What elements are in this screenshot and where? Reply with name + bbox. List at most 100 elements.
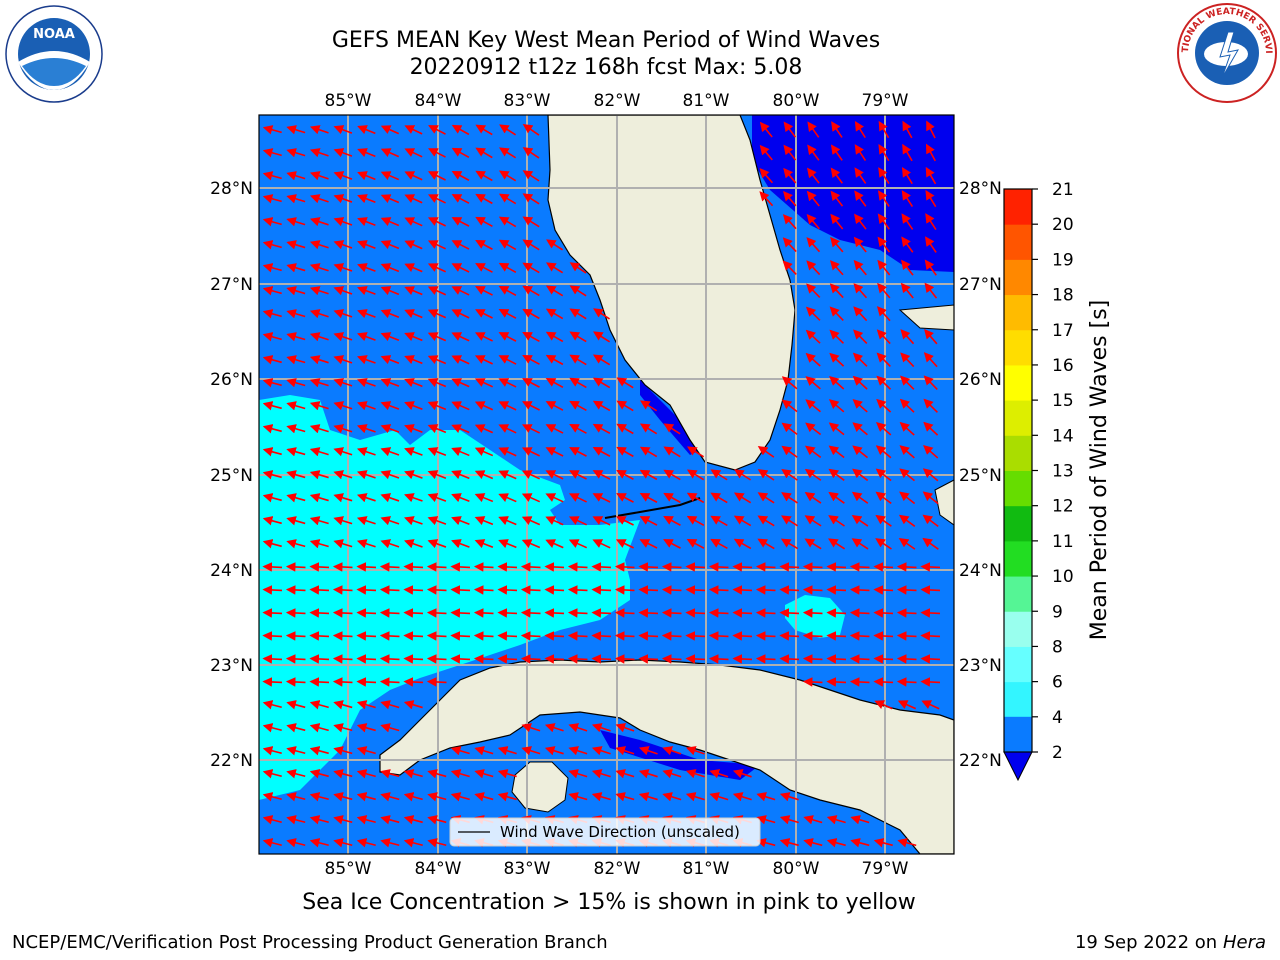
wind-arrow — [474, 401, 494, 411]
wind-arrow — [475, 216, 493, 228]
wind-arrow — [592, 377, 611, 389]
wind-arrow — [357, 355, 376, 365]
wind-arrow — [779, 608, 800, 618]
wind-arrow — [286, 171, 306, 181]
wind-arrow — [876, 375, 892, 390]
wind-arrow — [802, 562, 823, 572]
wind-arrow — [380, 309, 400, 319]
wind-arrow — [782, 237, 797, 253]
wind-arrow — [802, 608, 823, 618]
wind-arrow — [498, 401, 517, 411]
wind-arrow — [356, 838, 376, 848]
wind-arrow — [803, 838, 823, 848]
wind-arrow — [403, 792, 423, 802]
colorbar-tick-label: 8 — [1052, 637, 1063, 657]
wind-arrow — [521, 493, 541, 503]
wind-arrow — [779, 792, 799, 802]
chart-subtitle: 20220912 t12z 168h fcst Max: 5.08 — [409, 55, 803, 80]
wind-arrow — [380, 447, 400, 457]
wind-arrow — [807, 144, 820, 161]
wind-arrow — [262, 355, 282, 365]
wind-arrow — [309, 125, 329, 135]
wind-arrow — [920, 631, 941, 641]
wind-arrow — [473, 585, 494, 595]
wind-arrow — [497, 631, 518, 641]
wind-arrow — [262, 631, 283, 641]
wind-arrow — [333, 792, 353, 802]
wind-arrow — [309, 562, 330, 572]
wind-arrow — [451, 240, 470, 250]
wind-arrow — [498, 470, 517, 480]
wind-arrow — [357, 263, 376, 273]
wind-arrow — [805, 352, 821, 367]
wind-arrow — [896, 562, 917, 572]
wind-arrow — [828, 515, 845, 527]
wind-arrow — [873, 585, 894, 595]
wind-arrow — [380, 424, 400, 434]
wind-arrow — [803, 815, 823, 825]
wind-arrow — [875, 468, 892, 482]
colorbar-tick-label: 13 — [1052, 462, 1074, 482]
wind-arrow — [498, 355, 517, 365]
wind-arrow — [923, 352, 938, 368]
wind-arrow — [782, 260, 797, 275]
wind-arrow — [663, 469, 681, 481]
colorbar-segment — [1004, 470, 1032, 507]
wind-arrow — [475, 193, 493, 205]
wind-arrow — [356, 424, 376, 434]
wind-arrow — [568, 723, 588, 733]
wind-arrow — [380, 240, 400, 250]
wind-arrow — [498, 539, 517, 549]
wind-arrow — [309, 700, 329, 710]
wind-arrow — [309, 677, 330, 687]
wind-arrow — [615, 539, 634, 549]
wind-arrow — [592, 470, 611, 480]
wind-arrow — [285, 585, 306, 595]
wind-arrow — [309, 286, 329, 296]
wind-arrow — [567, 654, 588, 664]
wind-arrow — [497, 585, 518, 595]
wind-arrow — [663, 539, 681, 549]
lat-label-right: 25°N — [959, 466, 1002, 486]
wind-arrow — [923, 444, 939, 459]
lat-label-left: 25°N — [210, 466, 253, 486]
wind-arrow — [826, 815, 846, 825]
wind-arrow — [781, 468, 798, 481]
wind-arrow — [286, 401, 306, 411]
wind-arrow — [826, 838, 846, 848]
colorbar-tick-label: 6 — [1052, 673, 1063, 693]
wind-arrow — [404, 401, 423, 411]
wind-arrow — [474, 746, 494, 756]
wind-arrow — [262, 516, 282, 526]
wind-arrow — [262, 332, 282, 342]
noaa-logo-text: NOAA — [33, 27, 75, 42]
wind-arrow — [427, 240, 446, 250]
wind-arrow — [877, 236, 891, 253]
wind-arrow — [802, 585, 823, 595]
wind-arrow — [875, 445, 892, 459]
wind-arrow — [850, 838, 870, 848]
wind-arrow — [262, 309, 282, 319]
lat-label-right: 26°N — [959, 370, 1002, 390]
wind-arrow — [901, 166, 913, 185]
wind-arrow — [686, 515, 705, 527]
wind-arrow — [521, 746, 541, 756]
wind-arrow — [474, 539, 494, 549]
wind-arrow — [522, 193, 540, 205]
wind-arrow — [286, 286, 306, 296]
lat-label-right: 22°N — [959, 751, 1002, 771]
wind-arrow — [662, 792, 682, 802]
wind-arrow — [333, 424, 353, 434]
colorbar-tick-label: 11 — [1052, 532, 1074, 552]
wind-arrow — [262, 493, 282, 503]
wind-arrow — [686, 469, 705, 481]
wind-arrow — [898, 537, 916, 550]
wind-arrow — [357, 309, 376, 319]
wind-arrow — [426, 585, 447, 595]
wind-arrow — [661, 585, 682, 595]
wind-arrow — [427, 401, 447, 411]
wind-arrow — [898, 514, 916, 527]
wind-arrow — [404, 355, 423, 365]
wind-arrow — [828, 422, 845, 436]
wind-arrow — [286, 700, 306, 710]
